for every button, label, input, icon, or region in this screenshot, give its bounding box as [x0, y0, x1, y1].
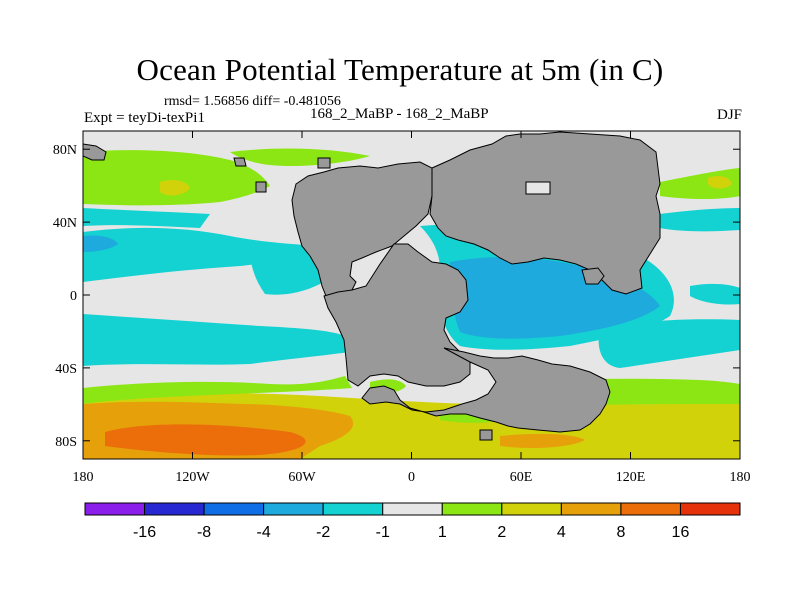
north-east-cool-strip: [660, 208, 740, 232]
north-pacific-warm-band: [83, 150, 270, 206]
atlantic-cool-patch: [690, 283, 740, 305]
y-tick-label: 40S: [55, 362, 77, 377]
tethys-island: [581, 267, 605, 285]
runs-label: 168_2_MaBP - 168_2_MaBP: [310, 106, 489, 122]
x-tick-label: 180: [73, 470, 94, 485]
arctic-island-small: [233, 157, 247, 167]
north-pacific-cool-patch: [83, 235, 118, 252]
colorbar-swatch: [560, 502, 622, 516]
y-tick-label: 0: [70, 289, 77, 304]
south-pacific-cool-band-2: [83, 227, 320, 282]
colorbar-label: 4: [557, 524, 566, 541]
north-east-pacific-warm-strip: [660, 168, 740, 199]
colorbar-swatch: [203, 502, 265, 516]
x-tick-label: 60W: [288, 470, 316, 485]
colorbar-swatch: [501, 502, 562, 516]
colorbar: -16 -8 -4 -2 -1 1 2 4 8 16: [84, 502, 741, 541]
africa-antarctic-land: [361, 347, 611, 433]
inner-lake: [525, 181, 551, 195]
north-america-land: [291, 161, 433, 297]
southern-hot-patch-east: [500, 433, 585, 448]
colorbar-label: -1: [376, 524, 390, 541]
north-atlantic-cool-band: [83, 208, 210, 228]
colorbar-label: 8: [616, 524, 625, 541]
north-east-pacific-warm-spot: [708, 176, 732, 189]
colorbar-label: 2: [497, 524, 506, 541]
x-tick-label: 120E: [616, 470, 646, 485]
antarctic-island: [479, 429, 493, 441]
arctic-green-strip: [230, 148, 370, 166]
colorbar-label: -8: [197, 524, 211, 541]
north-pacific-warm-spot: [160, 180, 190, 196]
x-tick-label: 60E: [510, 470, 533, 485]
arctic-island-left: [83, 143, 107, 161]
colorbar-swatch: [382, 502, 443, 516]
y-tick-label: 40N: [53, 216, 77, 231]
y-tick-label: 80S: [55, 435, 77, 450]
x-axis: 180 120W 60W 0 60E 120E 180: [73, 131, 751, 485]
stats-label: rmsd= 1.56856 diff= -0.481056: [164, 94, 341, 109]
southern-green-band: [83, 376, 352, 404]
experiment-label: Expt = teyDi-texPi1: [84, 110, 205, 126]
colorbar-label: 16: [672, 524, 690, 541]
central-pacific-cool-tongue: [250, 245, 328, 295]
colorbar-swatch: [441, 502, 503, 516]
colorbar-swatch: [84, 502, 146, 516]
y-tick-label: 80N: [53, 143, 77, 158]
colorbar-swatch: [679, 502, 741, 516]
season-label: DJF: [716, 107, 742, 123]
temperature-field: [83, 131, 740, 459]
south-america-land: [323, 243, 471, 387]
colorbar-label: -16: [133, 524, 156, 541]
plot-title: Ocean Potential Temperature at 5m (in C): [136, 52, 664, 87]
x-tick-label: 0: [408, 470, 415, 485]
southern-hot-patch: [105, 424, 306, 456]
south-east-pacific-cool: [598, 319, 740, 368]
x-tick-label: 180: [730, 470, 751, 485]
colorbar-label: -4: [257, 524, 271, 541]
arctic-island-small-3: [255, 181, 267, 193]
eurasia-land: [429, 131, 661, 295]
colorbar-label: -2: [316, 524, 330, 541]
colorbar-label: 1: [438, 524, 447, 541]
land-masses: [83, 131, 661, 441]
colorbar-swatch: [144, 502, 205, 516]
colorbar-swatch: [263, 502, 324, 516]
colorbar-swatch: [322, 502, 384, 516]
y-axis: 80N 40N 0 40S 80S: [53, 143, 740, 450]
south-pacific-cool-band: [83, 314, 350, 366]
colorbar-swatch: [620, 502, 681, 516]
arctic-island-small-2: [317, 157, 331, 169]
x-tick-label: 120W: [175, 470, 210, 485]
